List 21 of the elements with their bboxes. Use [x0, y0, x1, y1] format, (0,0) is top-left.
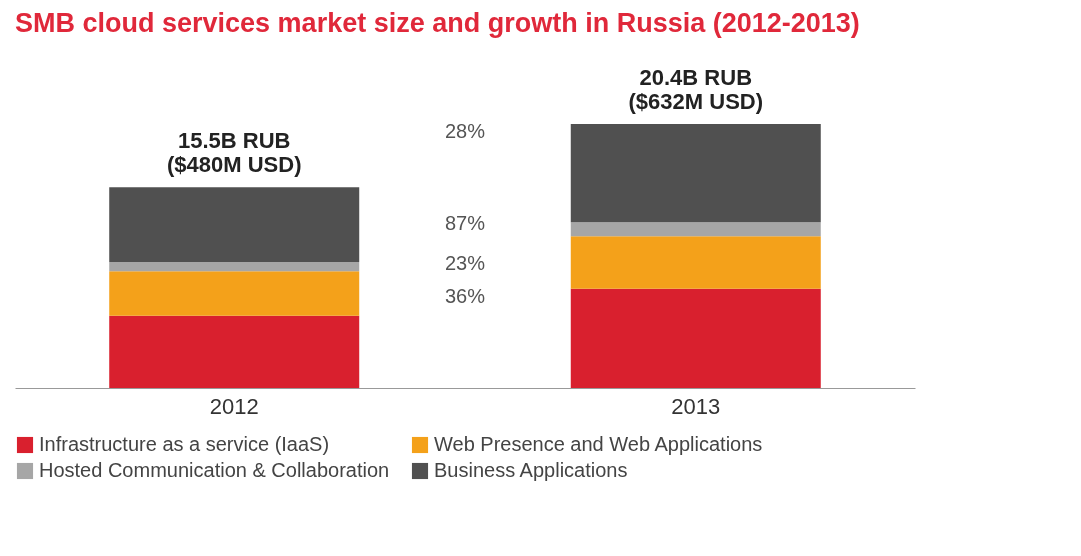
bar: [109, 271, 360, 316]
x-tick-label: 2012: [209, 393, 259, 419]
bar: [570, 222, 821, 237]
bar: [570, 236, 821, 289]
annotation: 87%: [444, 211, 486, 234]
bar: [109, 315, 360, 388]
x-tick-label: 2013: [671, 393, 721, 419]
annotation: 28%: [444, 119, 486, 142]
bar: [109, 187, 360, 263]
bar: [109, 262, 360, 272]
bar: [570, 288, 821, 388]
total-label: 15.5B RUB ($480M USD): [166, 128, 302, 178]
total-label: 20.4B RUB ($632M USD): [628, 65, 764, 114]
annotation: 23%: [444, 251, 486, 274]
legend-label: Business Applications: [434, 459, 628, 481]
bar: [570, 124, 821, 223]
legend-label: Infrastructure as a service (IaaS): [39, 433, 330, 455]
annotation: 36%: [444, 284, 486, 307]
chart-title: SMB cloud services market size and growth in Russia (2012-2013): [15, 8, 860, 38]
legend-label: Web Presence and Web Applications: [434, 433, 763, 455]
legend-label: Hosted Communication & Collaboration: [39, 459, 390, 481]
